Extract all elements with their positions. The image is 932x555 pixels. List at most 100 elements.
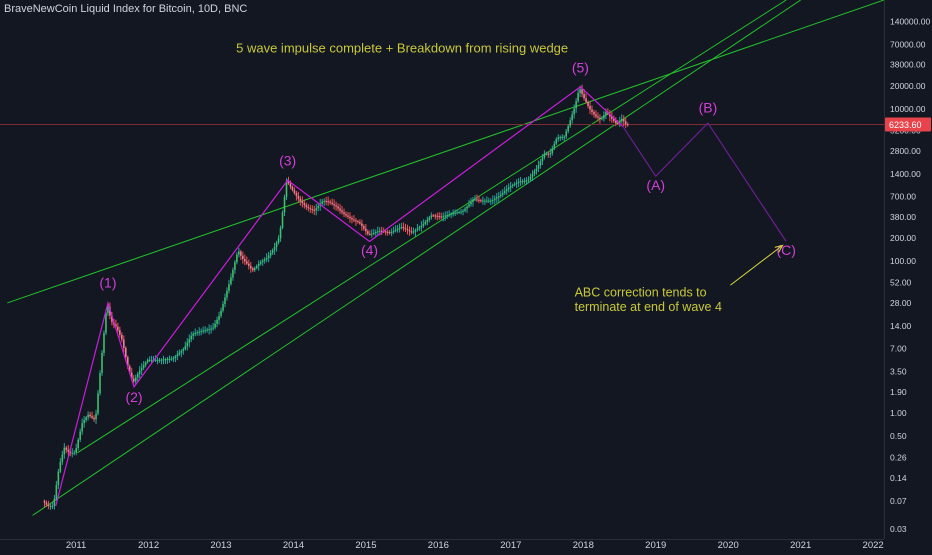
- x-tick-label: 2020: [718, 540, 739, 550]
- candle: [374, 232, 377, 234]
- candle: [460, 211, 462, 213]
- x-tick-label: 2019: [645, 540, 666, 550]
- candle: [210, 328, 212, 330]
- candle: [283, 196, 286, 213]
- y-tick-label: 100.00: [890, 256, 916, 266]
- candle: [495, 197, 498, 199]
- candle: [513, 183, 516, 185]
- candle: [182, 349, 185, 351]
- candle: [390, 231, 393, 233]
- candle: [126, 357, 129, 367]
- chart-title: 5 wave impulse complete + Breakdown from…: [236, 41, 568, 56]
- y-tick-label: 70000.00: [890, 40, 926, 50]
- candle: [428, 217, 431, 220]
- candle: [216, 319, 218, 324]
- candle: [307, 207, 310, 209]
- candle: [103, 332, 105, 353]
- candle: [212, 327, 214, 329]
- candle: [376, 231, 379, 233]
- candle: [99, 373, 101, 394]
- candle: [515, 182, 518, 184]
- candle: [293, 190, 296, 194]
- candle: [178, 352, 181, 355]
- candle: [267, 255, 270, 259]
- candle: [249, 265, 252, 269]
- candle: [180, 350, 183, 353]
- x-tick-label: 2011: [66, 540, 86, 550]
- candle: [75, 448, 78, 453]
- candle: [273, 246, 276, 250]
- candle: [557, 137, 560, 140]
- candle: [593, 111, 595, 115]
- candle: [622, 119, 625, 122]
- candle: [539, 161, 542, 166]
- candle: [474, 199, 476, 201]
- candle: [525, 180, 528, 182]
- candle: [466, 206, 468, 209]
- wave-label-c: (C): [776, 242, 795, 258]
- candle: [537, 165, 540, 169]
- candle: [398, 227, 401, 229]
- candle: [547, 153, 550, 155]
- x-tick-label: 2015: [355, 540, 376, 550]
- impulse-wave-path: [55, 86, 624, 507]
- candle: [583, 93, 585, 99]
- candle: [468, 204, 470, 207]
- wave-label-b: (B): [699, 99, 718, 115]
- annotation-text-2: terminate at end of wave 4: [575, 300, 722, 314]
- candle: [414, 230, 417, 232]
- candle: [331, 202, 333, 204]
- candle: [83, 420, 85, 424]
- candle: [87, 414, 89, 418]
- x-tick-label: 2022: [863, 540, 884, 550]
- wave-label-a: (A): [646, 177, 665, 193]
- correction-wave-path: [622, 122, 787, 242]
- candle: [238, 251, 240, 255]
- candle: [420, 225, 423, 228]
- candle: [341, 210, 343, 213]
- candle: [410, 231, 413, 233]
- candle: [359, 221, 361, 224]
- y-tick-label: 0.26: [890, 452, 907, 462]
- candle: [462, 210, 464, 212]
- candle: [555, 139, 558, 144]
- candle: [89, 414, 91, 417]
- candle: [327, 201, 329, 203]
- candle: [563, 136, 566, 138]
- wave-label-2: (2): [125, 389, 142, 405]
- candle: [535, 168, 538, 172]
- candle: [315, 208, 318, 211]
- candle: [303, 203, 306, 206]
- candle: [117, 326, 119, 331]
- candle: [626, 124, 629, 126]
- candle: [67, 449, 70, 452]
- candle: [363, 226, 365, 229]
- candle: [517, 181, 520, 183]
- candle: [430, 215, 433, 218]
- candle: [85, 417, 87, 421]
- x-axis-panel: [0, 539, 884, 550]
- candle: [406, 229, 409, 231]
- candle: [168, 358, 171, 360]
- candle: [317, 205, 320, 209]
- candle: [507, 187, 510, 190]
- candle: [493, 198, 496, 200]
- candle: [275, 242, 278, 247]
- candle: [287, 181, 290, 184]
- wave-label-5: (5): [572, 60, 589, 76]
- candle: [492, 199, 494, 201]
- candle: [440, 216, 443, 218]
- candle: [353, 219, 355, 221]
- candle: [329, 201, 331, 203]
- candle: [499, 194, 502, 196]
- candle: [208, 329, 210, 331]
- candle: [543, 153, 546, 158]
- annotation-arrow: [730, 244, 783, 286]
- candle: [261, 260, 264, 263]
- candle: [244, 259, 246, 262]
- candle: [597, 116, 599, 118]
- candle: [301, 201, 304, 204]
- x-tick-label: 2017: [500, 540, 521, 550]
